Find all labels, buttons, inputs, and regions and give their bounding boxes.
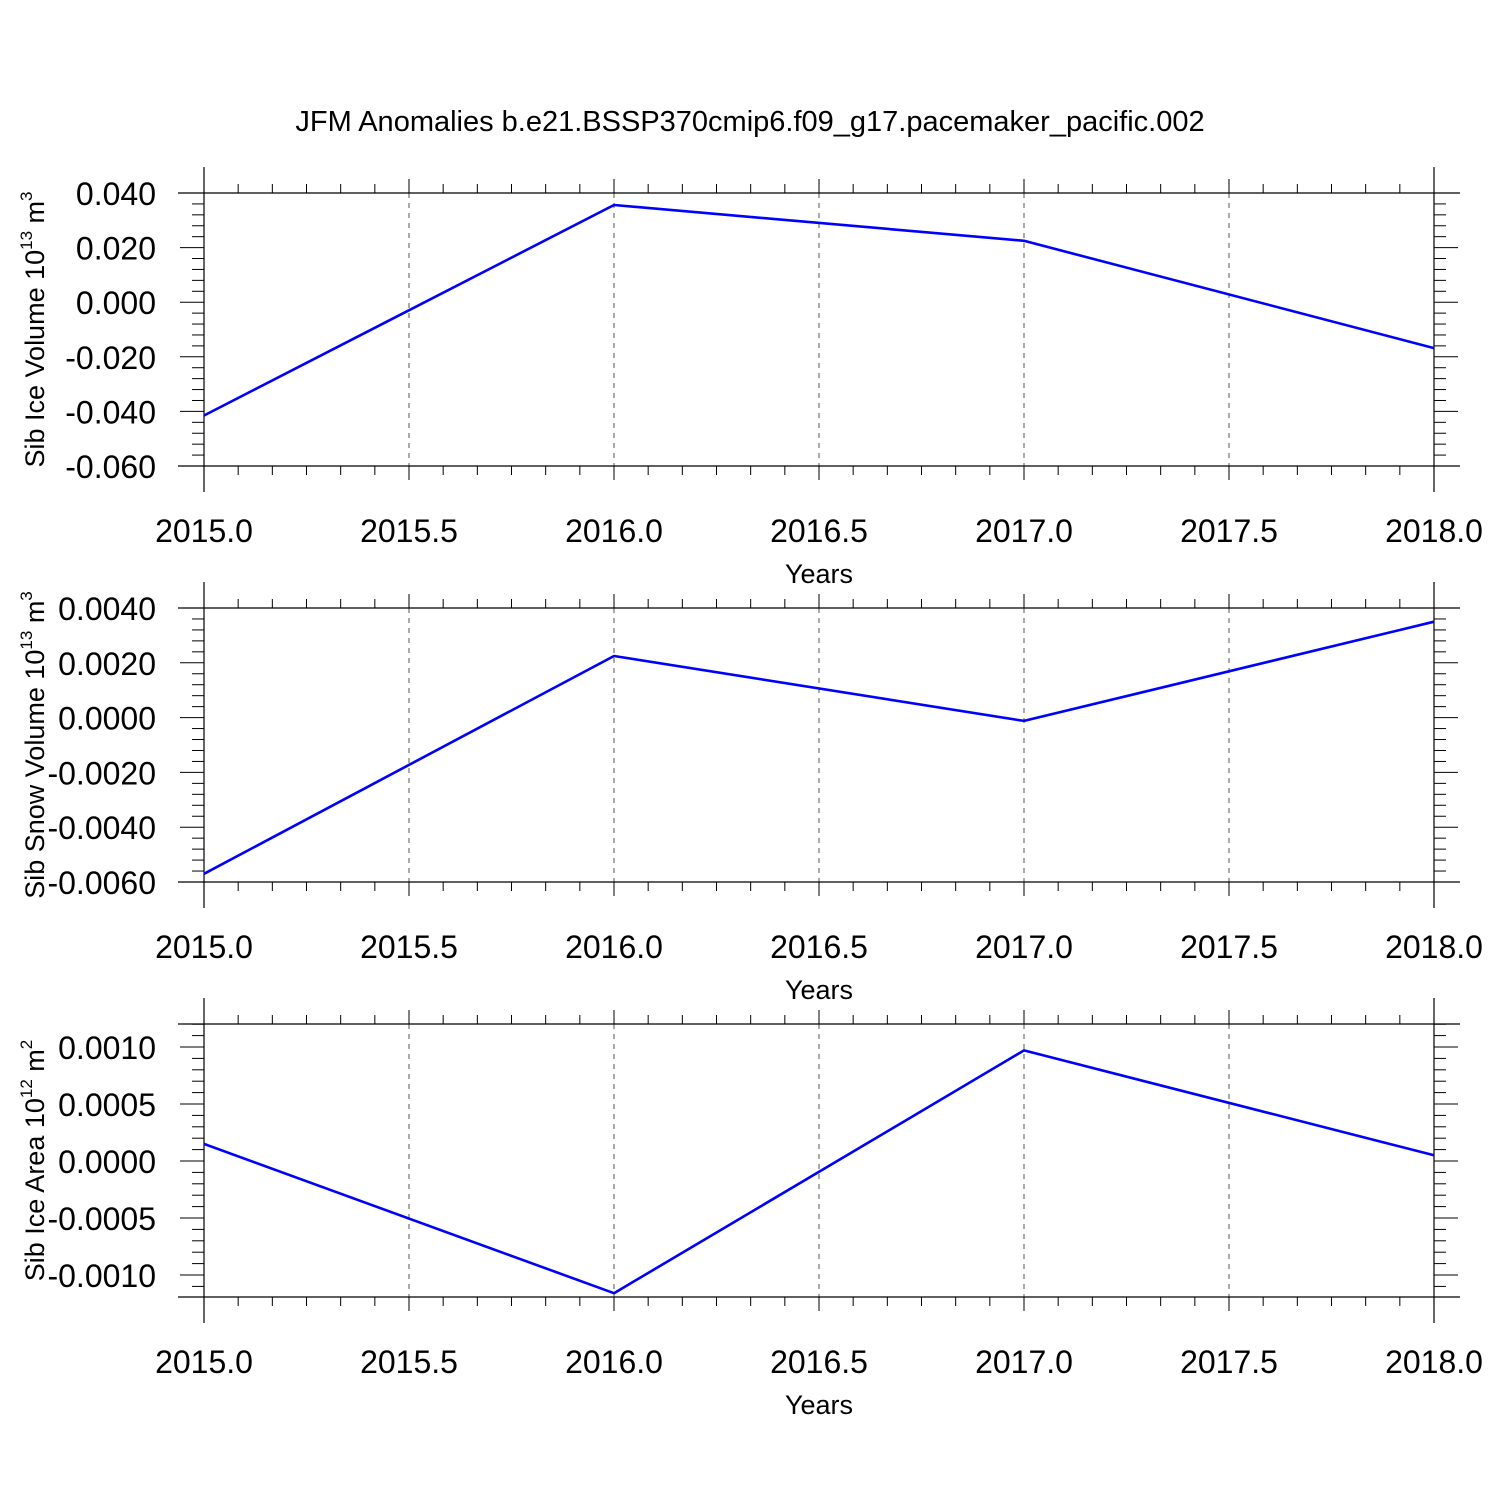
x-axis-label: Years (785, 1390, 853, 1420)
x-tick-label: 2015.5 (360, 513, 458, 549)
y-tick-label: 0.0040 (58, 591, 156, 627)
y-tick-label: -0.0010 (47, 1258, 156, 1294)
x-tick-label: 2018.0 (1385, 1344, 1483, 1380)
x-axis-label: Years (785, 559, 853, 589)
y-tick-label: 0.0010 (58, 1030, 156, 1066)
y-tick-label: 0.0000 (58, 701, 156, 737)
x-tick-label: 2017.5 (1180, 513, 1278, 549)
y-axis-label: Sib Snow Volume 1013 m3 (17, 591, 50, 899)
y-tick-label: -0.020 (65, 340, 156, 376)
x-tick-label: 2015.0 (155, 1344, 253, 1380)
series-line (203, 620, 1435, 875)
y-tick-label: 0.0005 (58, 1087, 156, 1123)
x-tick-label: 2017.5 (1180, 1344, 1278, 1380)
y-axis-label-exponent: 13 (17, 631, 36, 650)
y-tick-label: 0.000 (76, 285, 156, 321)
y-axis-label-text: Sib Snow Volume 10 (20, 650, 50, 899)
x-tick-label: 2015.0 (155, 929, 253, 965)
y-tick-label: 0.0000 (58, 1144, 156, 1180)
y-tick-label: -0.040 (65, 394, 156, 430)
series-line (203, 1049, 1435, 1295)
x-tick-label: 2016.5 (770, 513, 868, 549)
y-axis-label: Sib Ice Volume 1013 m3 (17, 191, 50, 467)
x-axis-label: Years (785, 975, 853, 1005)
y-tick-label: -0.0005 (47, 1201, 156, 1237)
y-axis-label-unit-exponent: 2 (17, 1040, 36, 1049)
y-tick-label: 0.0020 (58, 646, 156, 682)
x-tick-label: 2015.5 (360, 1344, 458, 1380)
y-axis-label-unit-exponent: 3 (17, 191, 36, 200)
y-axis-label-unit: m (20, 601, 50, 631)
x-tick-label: 2016.5 (770, 1344, 868, 1380)
y-axis-label-unit: m (20, 1049, 50, 1079)
chart-title: JFM Anomalies b.e21.BSSP370cmip6.f09_g17… (295, 106, 1204, 138)
y-tick-label: -0.0040 (47, 810, 156, 846)
x-tick-label: 2016.5 (770, 929, 868, 965)
x-tick-label: 2017.0 (975, 929, 1073, 965)
x-tick-label: 2015.0 (155, 513, 253, 549)
x-tick-label: 2018.0 (1385, 929, 1483, 965)
y-axis-label-exponent: 12 (17, 1079, 36, 1098)
y-axis-label-unit-exponent: 3 (17, 591, 36, 600)
y-axis-label: Sib Ice Area 1012 m2 (17, 1040, 50, 1282)
x-tick-label: 2016.0 (565, 513, 663, 549)
y-axis-label-text: Sib Ice Volume 10 (20, 250, 50, 468)
x-tick-label: 2017.0 (975, 1344, 1073, 1380)
panel-1: 2015.0 2015.5 2016.0 2016.5 2017.0 2017.5 2018… (17, 167, 1483, 589)
y-tick-label: 0.020 (76, 231, 156, 267)
x-tick-label: 2016.0 (565, 1344, 663, 1380)
x-tick-label: 2017.5 (1180, 929, 1278, 965)
series-line (203, 203, 1435, 417)
panels: 2015.0 2015.5 2016.0 2016.5 2017.0 2017.5 2018… (17, 167, 1483, 1420)
y-axis-label-unit: m (20, 201, 50, 231)
x-tick-label: 2015.5 (360, 929, 458, 965)
y-axis-label-exponent: 13 (17, 231, 36, 250)
y-tick-label: -0.0060 (47, 865, 156, 901)
y-axis-label-text: Sib Ice Area 10 (20, 1098, 50, 1281)
y-tick-label: 0.040 (76, 176, 156, 212)
y-tick-label: -0.0020 (47, 755, 156, 791)
panel-2: 2015.0 2015.5 2016.0 2016.5 2017.0 2017.5 2018… (17, 582, 1483, 1005)
x-tick-label: 2017.0 (975, 513, 1073, 549)
x-tick-label: 2016.0 (565, 929, 663, 965)
panel-3: 2015.0 2015.5 2016.0 2016.5 2017.0 2017.5 2018… (17, 998, 1483, 1420)
y-tick-label: -0.060 (65, 449, 156, 485)
x-tick-label: 2018.0 (1385, 513, 1483, 549)
